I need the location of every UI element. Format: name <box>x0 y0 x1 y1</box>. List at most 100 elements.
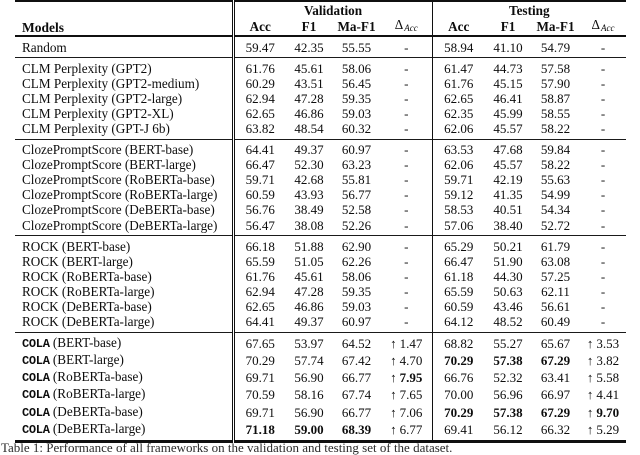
value-cell: 62.94 <box>231 90 286 106</box>
model-name-mono: COLA <box>22 354 50 369</box>
model-name-cell: CLM Perplexity (GPT-J 6b) <box>22 120 170 136</box>
value-cell: 66.77 <box>341 370 372 386</box>
value-cell: 59.47 <box>231 36 286 58</box>
delta-value: 7.65 <box>399 387 423 403</box>
delta-subscript: Acc <box>404 23 418 33</box>
table-row: COLA (RoBERTa-base) 69.71 56.90 66.77 ↑ 7.95 6… <box>15 369 626 387</box>
value-cell: 41.35 <box>493 187 523 203</box>
model-name-cell: ClozePromptScore (DeBERTa-base) <box>22 202 215 218</box>
column-header-validation-f1: F1 <box>301 19 317 34</box>
value-cell: 46.86 <box>294 299 324 314</box>
value-cell: - <box>404 268 409 284</box>
value-cell: 63.08 <box>540 253 571 269</box>
value-cell: 53.97 <box>294 336 324 352</box>
value-cell: 58.94 <box>431 36 486 58</box>
up-arrow-icon: ↑ <box>390 370 397 386</box>
value-cell: 68.82 <box>431 332 486 353</box>
up-arrow-icon: ↑ <box>390 336 397 352</box>
value-cell: 49.37 <box>294 142 324 158</box>
value-cell: 60.97 <box>341 142 372 158</box>
value-cell: ↑ 7.95 <box>381 369 432 386</box>
value-cell: 59.03 <box>341 105 372 121</box>
value-cell: 64.41 <box>231 139 286 158</box>
column-header-models: Models <box>22 20 64 35</box>
value-cell: 56.47 <box>231 217 286 236</box>
value-cell: 58.55 <box>540 105 571 121</box>
value-cell: 54.99 <box>540 187 571 203</box>
model-name-cell: Random <box>22 39 67 55</box>
value-cell: ↑ 6.77 <box>381 421 432 442</box>
value-cell: 63.23 <box>341 157 372 173</box>
table-caption: Table 1: Performance of all frameworks o… <box>1 440 453 455</box>
value-cell: 70.00 <box>431 386 486 404</box>
value-cell: - <box>600 157 606 173</box>
model-name-mono: COLA <box>22 388 50 403</box>
value-cell: 38.40 <box>493 217 523 233</box>
value-cell: 56.77 <box>341 187 372 203</box>
value-cell: 59.84 <box>540 142 571 158</box>
value-cell: - <box>600 172 606 188</box>
value-cell: 67.74 <box>341 387 372 403</box>
value-cell: 56.12 <box>493 421 523 437</box>
model-name-mono: COLA <box>22 337 50 352</box>
table-row: Random 59.47 42.35 55.55 - 58.94 41.10 54.79 - <box>15 36 626 58</box>
value-cell: - <box>600 105 606 121</box>
table-row: ROCK (BERT-large) 65.59 51.05 62.26 - 66.47 51… <box>15 253 626 269</box>
table-row: CLM Perplexity (GPT2-XL) 62.65 46.86 59.03 -… <box>15 105 626 121</box>
table-row: COLA (DeBERTa-large) 71.18 59.00 68.39 ↑ 6.77… <box>15 420 626 442</box>
value-cell: - <box>404 142 409 158</box>
column-header-validation-delta-acc: ΔAcc <box>381 18 432 36</box>
table-header: Models Validation Testing Acc F1 Ma-F1 Δ… <box>15 1 627 36</box>
value-cell: 54.79 <box>540 39 571 55</box>
value-cell: 67.42 <box>341 353 372 369</box>
value-cell: 65.59 <box>231 253 286 269</box>
table-row: ClozePromptScore (DeBERTa-base) 56.76 38.4… <box>15 202 626 218</box>
value-cell: - <box>404 253 409 269</box>
up-arrow-icon: ↑ <box>586 336 594 352</box>
value-cell: 65.67 <box>540 336 571 352</box>
value-cell: ↑ 3.82 <box>580 352 626 369</box>
delta-symbol: Δ <box>591 17 601 32</box>
value-cell: - <box>404 90 409 106</box>
value-cell: 43.46 <box>493 299 523 314</box>
value-cell: - <box>404 283 409 299</box>
value-cell: 62.65 <box>231 105 286 121</box>
value-cell: 71.18 <box>231 420 286 442</box>
value-cell: 66.77 <box>341 404 372 420</box>
value-cell: - <box>404 187 409 203</box>
value-cell: 64.52 <box>341 336 372 352</box>
model-name-cell: CLM Perplexity (GPT2) <box>22 60 152 76</box>
value-cell: 57.25 <box>540 268 571 284</box>
value-cell: 56.61 <box>540 299 571 314</box>
value-cell: ↑ 5.58 <box>580 369 626 386</box>
value-cell: - <box>600 314 606 330</box>
column-group-validation: Validation <box>231 1 433 18</box>
column-header-testing-acc: Acc <box>431 18 486 36</box>
table-row: ROCK (DeBERTa-large) 64.41 49.37 60.97 - 64.1… <box>15 314 626 333</box>
value-cell: 58.22 <box>540 120 571 136</box>
up-arrow-icon: ↑ <box>390 404 397 420</box>
value-cell: 59.71 <box>231 172 286 188</box>
value-cell: 58.87 <box>540 90 571 106</box>
value-cell: ↑ 1.47 <box>381 332 432 352</box>
value-cell: 51.90 <box>493 253 523 269</box>
value-cell: 55.55 <box>341 39 372 55</box>
value-cell: 54.34 <box>540 202 571 218</box>
value-cell: 66.97 <box>540 387 571 403</box>
up-arrow-icon: ↑ <box>586 353 594 369</box>
value-cell: ↑ 9.70 <box>580 404 626 421</box>
table-row: ROCK (RoBERTa-base) 61.76 45.61 58.06 - 61.18… <box>15 268 626 284</box>
value-cell: 57.74 <box>294 353 324 369</box>
value-cell: 45.99 <box>493 105 523 121</box>
value-cell: 55.27 <box>493 336 523 352</box>
value-cell: 59.03 <box>341 299 372 314</box>
value-cell: 40.51 <box>493 202 523 218</box>
up-arrow-icon: ↑ <box>390 387 397 403</box>
value-cell: 61.18 <box>431 268 486 284</box>
model-name-cell: ROCK (RoBERTa-base) <box>22 268 152 284</box>
value-cell: 48.52 <box>493 314 523 330</box>
value-cell: - <box>404 238 409 254</box>
value-cell: 46.86 <box>294 105 324 121</box>
value-cell: ↑ 4.41 <box>580 386 626 403</box>
value-cell: 56.90 <box>294 370 324 386</box>
